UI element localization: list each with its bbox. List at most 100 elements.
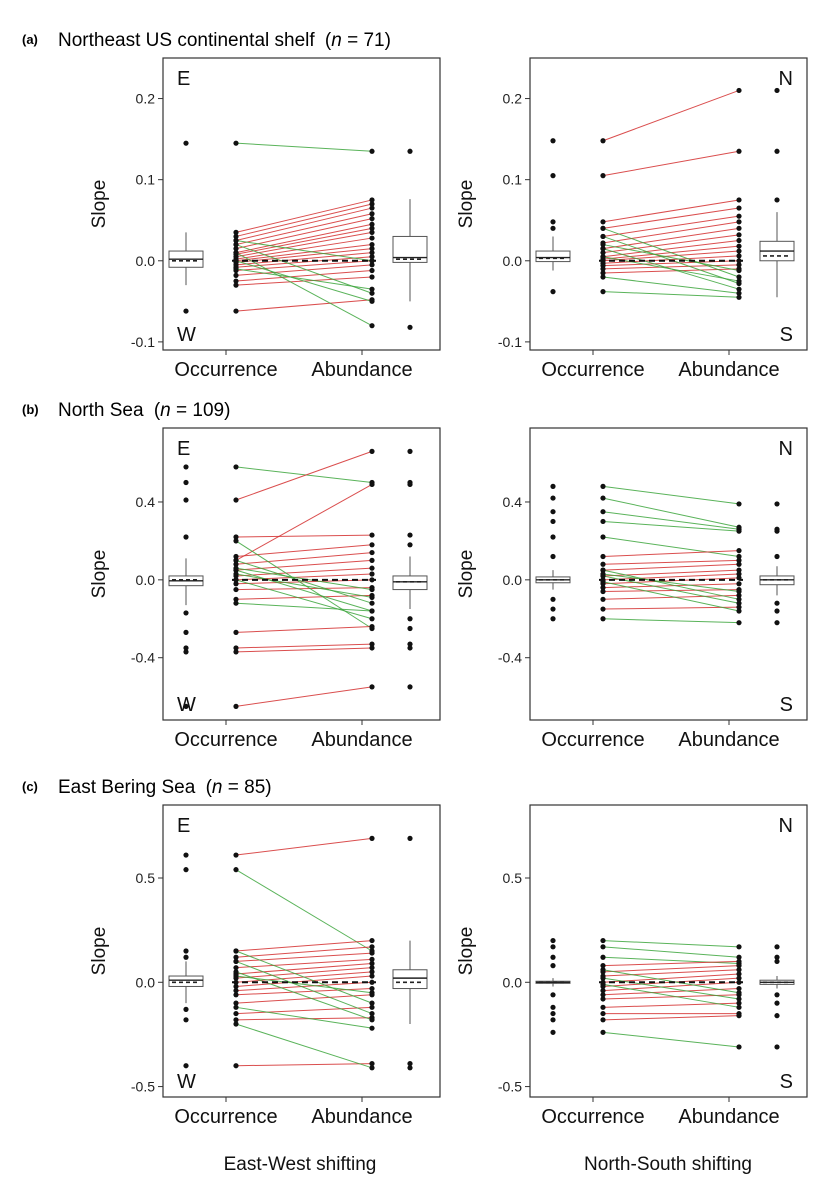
increase-line	[602, 240, 740, 258]
abundance-point	[369, 577, 375, 583]
increase-line	[235, 1063, 373, 1067]
abundance-point	[736, 575, 742, 581]
occurrence-point	[233, 233, 239, 240]
occurrence-point	[600, 289, 606, 295]
occurrence-point	[233, 1017, 239, 1023]
outlier-point	[550, 173, 556, 179]
abundance-point	[369, 600, 375, 606]
abundance-point	[736, 604, 742, 610]
abundance-point	[369, 1065, 375, 1071]
decrease-line	[602, 485, 740, 505]
increase-line	[235, 946, 373, 958]
abundance-point	[736, 274, 742, 280]
occurrence-point	[233, 596, 239, 602]
abundance-point	[736, 237, 742, 244]
outlier-point	[550, 954, 556, 960]
abundance-point	[369, 197, 375, 203]
outlier-point	[774, 944, 780, 950]
direction-label-top: E	[177, 68, 190, 90]
occurrence-point	[600, 561, 606, 567]
increase-line	[235, 975, 373, 987]
direction-label-bottom: S	[780, 694, 793, 716]
abundance-point	[736, 954, 742, 960]
increase-line	[235, 837, 373, 856]
y-tick-label: 0.1	[136, 172, 156, 188]
increase-line	[235, 264, 373, 276]
outlier-point	[183, 140, 189, 146]
abundance-point	[369, 225, 375, 231]
abundance-point	[369, 969, 375, 975]
y-axis-label: Slope	[89, 180, 110, 229]
outlier-point	[550, 1029, 556, 1035]
abundance-point	[736, 225, 742, 231]
increase-line	[235, 252, 373, 266]
row-letter-a: (a)	[22, 32, 38, 47]
abundance-point	[369, 211, 375, 217]
occurrence-point	[233, 703, 239, 709]
increase-line	[235, 213, 373, 246]
abundance-point	[369, 937, 375, 944]
occurrence-point	[233, 258, 239, 264]
abundance-point	[369, 641, 375, 647]
abundance-point	[736, 243, 742, 249]
abundance-point	[736, 148, 742, 154]
occurrence-point	[600, 567, 606, 573]
increase-line	[602, 550, 740, 557]
x-category-occurrence: Occurrence	[541, 359, 644, 381]
abundance-point	[369, 1017, 375, 1023]
abundance-point	[369, 481, 375, 488]
occurrence-point	[600, 967, 606, 973]
outlier-point	[183, 479, 189, 486]
abundance-point	[369, 557, 375, 563]
occurrence-point	[233, 565, 239, 571]
increase-line	[602, 1015, 740, 1021]
occurrence-point	[600, 606, 606, 612]
outlier-point	[774, 954, 780, 960]
y-tick-label: -0.4	[498, 650, 522, 666]
decrease-line	[602, 227, 740, 278]
occurrence-point	[233, 1063, 239, 1069]
y-tick-label: 0.0	[136, 572, 156, 588]
outlier-point	[774, 958, 780, 965]
abundance-point	[369, 965, 375, 971]
outlier-point	[550, 606, 556, 612]
outlier-point	[183, 464, 189, 470]
increase-line	[235, 244, 373, 262]
plot-frame	[162, 57, 441, 351]
abundance-point	[369, 221, 375, 227]
outlier-point	[550, 616, 556, 622]
outlier-point	[183, 703, 189, 709]
direction-label-top: E	[177, 438, 190, 460]
occurrence-point	[233, 1000, 239, 1006]
y-tick-label: -0.5	[498, 1079, 522, 1095]
y-tick-label: 0.4	[503, 494, 523, 510]
row-n-italic-c: n	[212, 777, 223, 798]
abundance-point	[369, 286, 375, 292]
occurrence-point	[600, 1010, 606, 1017]
boxplot-occurrence	[535, 937, 571, 1035]
abundance-point	[736, 262, 742, 268]
abundance-point	[736, 557, 742, 563]
x-category-occurrence: Occurrence	[174, 1106, 277, 1128]
decrease-line	[602, 969, 740, 994]
abundance-point	[736, 290, 742, 296]
row-region-b: North Sea	[58, 400, 144, 421]
abundance-point	[369, 258, 375, 264]
outlier-point	[774, 600, 780, 606]
occurrence-point	[233, 948, 239, 954]
occurrence-point	[233, 1021, 239, 1027]
decrease-line	[235, 960, 373, 1015]
occurrence-point	[600, 1004, 606, 1010]
outlier-point	[550, 289, 556, 295]
x-category-occurrence: Occurrence	[541, 1106, 644, 1128]
outlier-point	[183, 867, 189, 873]
increase-line	[235, 1017, 373, 1021]
occurrence-point	[600, 225, 606, 231]
abundance-point	[736, 561, 742, 567]
outlier-point	[407, 645, 413, 651]
abundance-point	[369, 950, 375, 956]
y-tick-label: 0.0	[136, 974, 156, 990]
abundance-point	[736, 278, 742, 284]
outlier-point	[407, 1065, 413, 1071]
outlier-point	[183, 534, 189, 540]
